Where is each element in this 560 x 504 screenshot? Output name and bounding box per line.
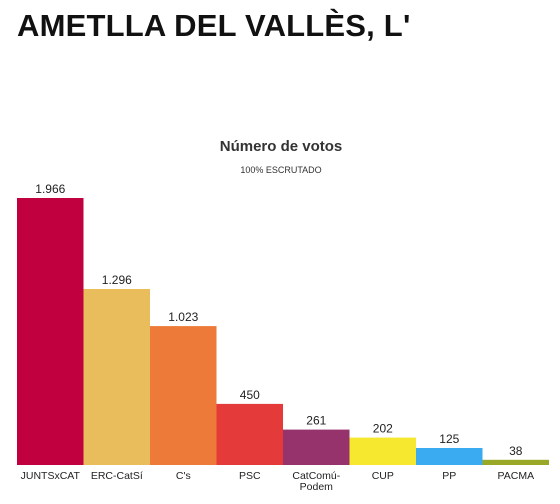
- bar-catcom-podem: [283, 429, 350, 465]
- bar-juntsxcat: [17, 198, 84, 465]
- x-tick-label: PSC: [239, 470, 261, 482]
- bar-cup: [349, 437, 416, 465]
- bar-value-label: 450: [240, 388, 260, 402]
- bar-erc-cats: [83, 289, 150, 465]
- page-title: AMETLLA DEL VALLÈS, L': [17, 8, 411, 43]
- x-tick-label: C's: [176, 470, 191, 482]
- x-tick-label: PP: [442, 470, 456, 482]
- x-tick-label: PACMA: [498, 470, 535, 482]
- bar-value-label: 1.023: [168, 310, 198, 324]
- bar-value-label: 202: [373, 422, 393, 436]
- bar-value-label: 1.966: [35, 182, 65, 196]
- chart-title: Número de votos: [220, 138, 343, 155]
- x-tick-label: CatComú-Podem: [292, 470, 340, 493]
- bar-psc: [216, 403, 283, 465]
- bar-value-label: 1.296: [102, 273, 132, 287]
- bars-group: 1.966 JUNTSxCAT 1.296 ERC-CatSí 1.023 C's 450 P…: [17, 182, 549, 493]
- x-tick-label: CUP: [372, 470, 394, 482]
- x-tick-label: JUNTSxCAT: [21, 470, 81, 482]
- bar-pp: [416, 448, 483, 465]
- bar-pacma: [482, 459, 549, 465]
- bar-value-label: 261: [306, 414, 326, 428]
- x-tick-label: ERC-CatSí: [91, 470, 143, 482]
- bar-value-label: 38: [509, 444, 523, 458]
- bar-c-s: [150, 326, 217, 465]
- bar-value-label: 125: [439, 432, 459, 446]
- chart-subtitle: 100% ESCRUTADO: [240, 165, 321, 175]
